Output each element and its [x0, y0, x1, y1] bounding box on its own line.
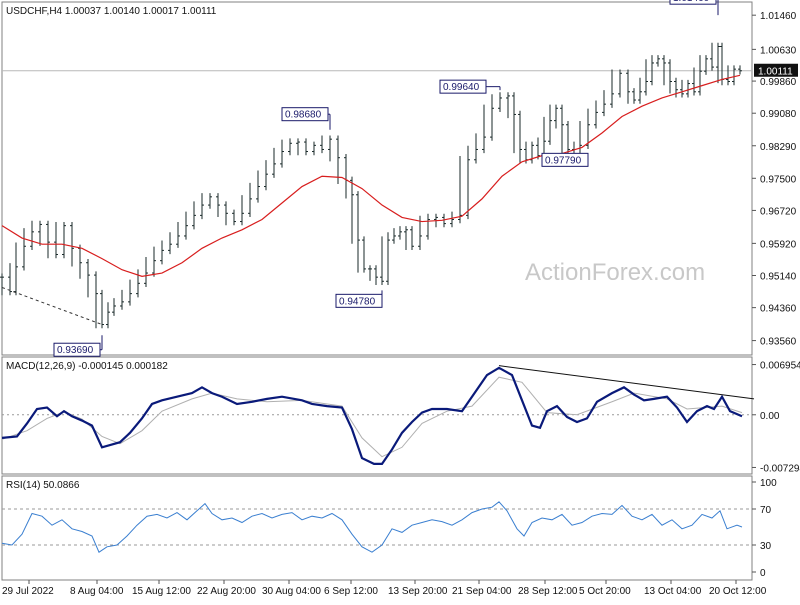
x-tick-label: 6 Sep 12:00 — [324, 586, 378, 597]
x-tick-label: 20 Oct 12:00 — [709, 586, 767, 597]
panel-frame-rsi — [1, 475, 753, 581]
rsi-line — [1, 501, 743, 553]
annotation-label: 0.98680 — [285, 110, 322, 121]
price-ytick-label: 1.00630 — [760, 45, 797, 56]
macd-panel-title: MACD(12,26,9) -0.000145 0.000182 — [6, 361, 168, 372]
price-panel-title: USDCHF,H4 1.00037 1.00140 1.00017 1.0011… — [6, 6, 217, 17]
x-tick-label: 5 Oct 20:00 — [579, 586, 631, 597]
current-price-box — [754, 63, 798, 77]
annotation-box — [669, 0, 717, 5]
rsi-ytick-label: 0 — [760, 568, 766, 579]
macd-ytick-label: -0.007294 — [760, 463, 800, 474]
annotation-box — [439, 79, 487, 94]
price-ytick-label: 0.99860 — [760, 77, 797, 88]
panel-frame-macd — [1, 356, 753, 475]
rsi-ytick-label: 70 — [760, 505, 772, 516]
annotation-label: 0.99640 — [443, 82, 480, 93]
x-tick-label: 13 Oct 04:00 — [644, 586, 702, 597]
annotation-box — [53, 342, 101, 357]
rsi-ytick-label: 100 — [760, 478, 777, 489]
rsi-ytick-label: 30 — [760, 541, 772, 552]
x-tick-label: 29 Jul 2022 — [2, 586, 54, 597]
annotation-box — [335, 293, 383, 308]
price-ytick-label: 0.96720 — [760, 206, 797, 217]
annotation-box — [541, 152, 589, 167]
annotation-label: 1.01460 — [673, 0, 710, 4]
annotation-label: 0.94780 — [339, 296, 376, 307]
macd-ytick-label: 0.00 — [760, 411, 780, 422]
watermark-text: ActionForex.com — [525, 259, 705, 286]
price-ytick-label: 0.99080 — [760, 109, 797, 120]
x-tick-label: 22 Aug 20:00 — [197, 586, 256, 597]
macd-ytick-label: 0.006954 — [760, 361, 800, 372]
price-ytick-label: 0.94360 — [760, 304, 797, 315]
annotation-label: 0.93690 — [57, 345, 94, 356]
macd-line — [1, 366, 743, 465]
x-tick-label: 15 Aug 12:00 — [132, 586, 191, 597]
price-ytick-label: 0.95140 — [760, 272, 797, 283]
current-price-label: 1.00111 — [758, 67, 793, 78]
x-tick-label: 28 Sep 12:00 — [518, 586, 578, 597]
macd-trendline — [498, 365, 755, 400]
price-ytick-label: 0.93560 — [760, 337, 797, 348]
x-tick-label: 30 Aug 04:00 — [262, 586, 321, 597]
annotation-box — [281, 107, 329, 122]
price-ytick-label: 0.97500 — [760, 174, 797, 185]
moving-average-line — [1, 74, 741, 277]
annotation-label: 0.97790 — [545, 155, 582, 166]
x-tick-label: 8 Aug 04:00 — [70, 586, 124, 597]
rsi-panel-title: RSI(14) 50.0866 — [6, 480, 80, 491]
x-tick-label: 21 Sep 04:00 — [452, 586, 512, 597]
x-tick-label: 13 Sep 20:00 — [388, 586, 448, 597]
price-ytick-label: 0.98290 — [760, 142, 797, 153]
macd-signal-line — [1, 376, 743, 458]
price-ytick-label: 1.01460 — [760, 11, 797, 22]
price-ytick-label: 0.95920 — [760, 239, 797, 250]
